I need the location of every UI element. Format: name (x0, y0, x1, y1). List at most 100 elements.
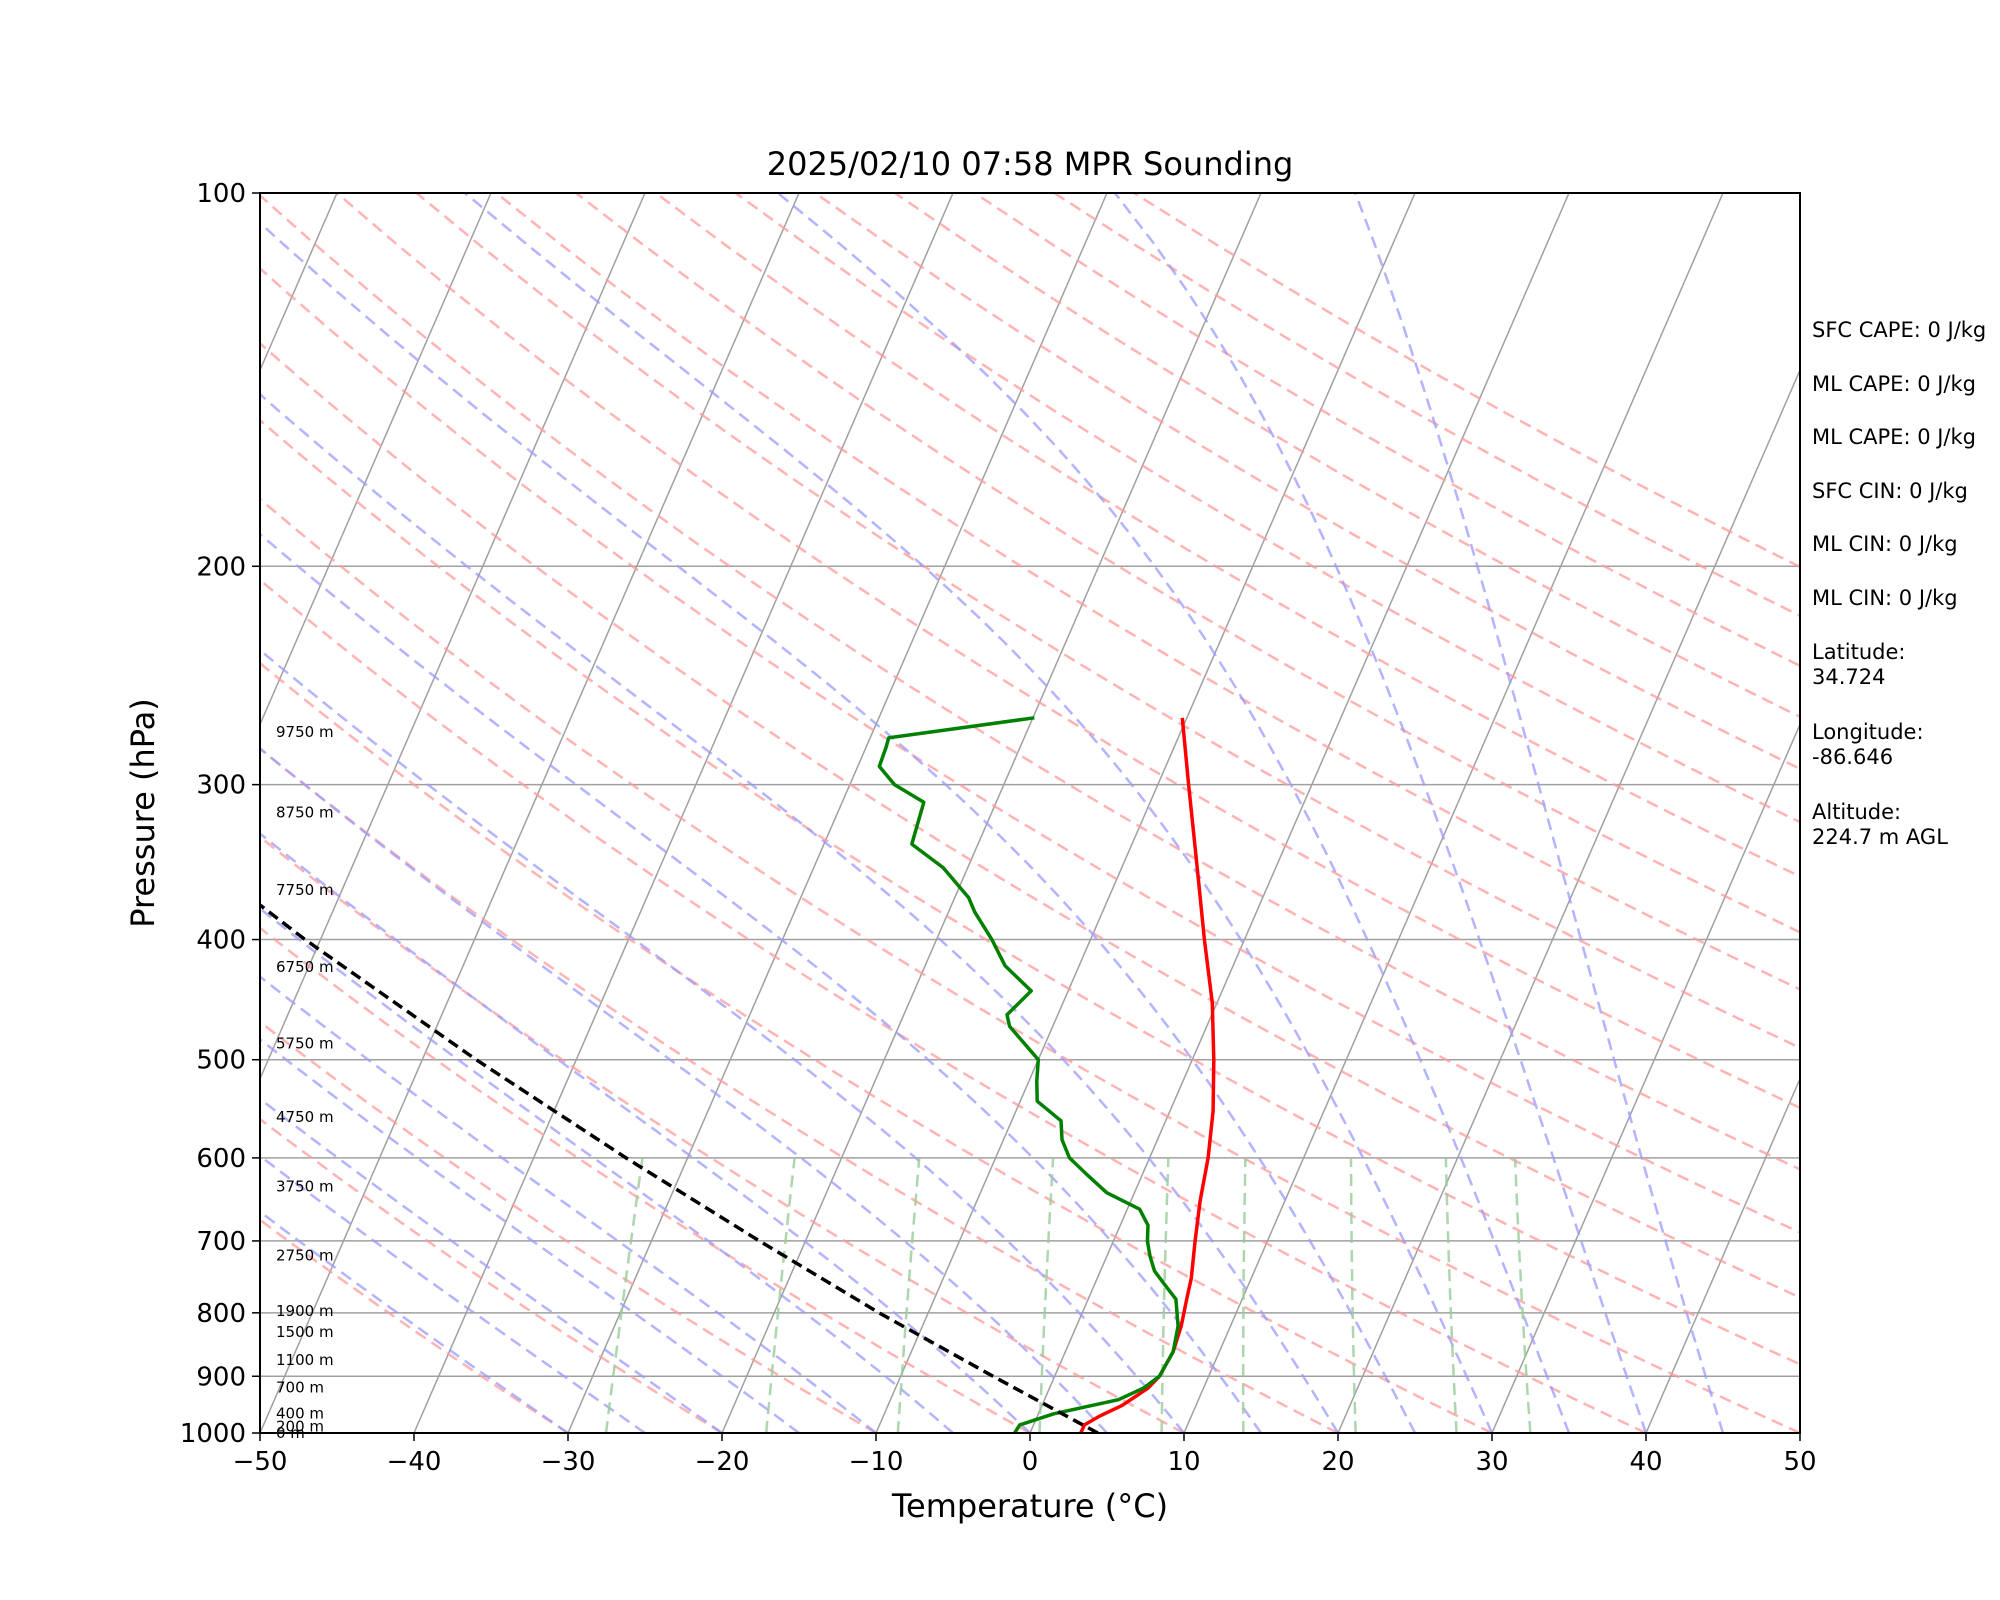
y-tick-label: 100 (196, 179, 246, 209)
height-label: 8750 m (276, 804, 334, 822)
dry-adiabat-line (260, 418, 1800, 1366)
y-tick-label: 200 (196, 552, 246, 582)
altitude-text: Altitude: 224.7 m AGL (1812, 799, 1948, 849)
x-tick-label: 40 (1629, 1447, 1662, 1477)
mixing-ratio-line (896, 1157, 921, 1433)
x-axis: −50 −40 −30 −20 −10 0 10 20 30 40 50 (233, 1433, 1817, 1477)
moist-adiabat-line (464, 193, 1494, 1433)
dry-adiabat-line (495, 193, 1800, 991)
ml-cin-text-2: ML CIN: 0 J/kg (1812, 585, 1958, 610)
sfc-cape-text: SFC CAPE: 0 J/kg (1812, 318, 1987, 342)
moist-adiabat-line (260, 975, 877, 1433)
dry-adiabat-line (260, 341, 1800, 1299)
x-tick-label: −50 (233, 1447, 288, 1477)
dry-adiabat-line (415, 193, 1800, 1050)
mixing-ratio-line (1513, 1157, 1532, 1433)
x-tick-label: 30 (1475, 1447, 1508, 1477)
x-tick-label: 10 (1167, 1447, 1200, 1477)
height-label: 9750 m (276, 723, 334, 741)
height-label: 2750 m (276, 1246, 334, 1264)
moist-adiabat-line (260, 746, 1108, 1433)
dry-adiabat-line (260, 1020, 877, 1433)
dry-adiabat-line (260, 266, 1800, 1234)
ml-cin-text: ML CIN: 0 J/kg (1812, 532, 1958, 557)
dry-adiabat-line (336, 193, 1800, 1110)
mixing-ratio-line (764, 1157, 796, 1433)
moist-adiabat-line (260, 1037, 800, 1433)
y-axis: 1000 900 800 700 600 500 400 300 200 100 (180, 179, 260, 1449)
height-label: 3750 m (276, 1178, 334, 1196)
moist-adiabat-line (260, 392, 1340, 1433)
height-label: 1900 m (276, 1302, 334, 1320)
dry-adiabat-line (260, 193, 1800, 1171)
mixing-ratio-line (604, 1157, 644, 1433)
dry-adiabat-line (260, 661, 1493, 1433)
moist-adiabat-line (260, 648, 1185, 1433)
moist-adiabat-line (260, 1210, 569, 1433)
moist-adiabat-line (260, 831, 1031, 1433)
height-label: 4750 m (276, 1108, 334, 1126)
longitude-text: Longitude: -86.646 (1812, 719, 1924, 769)
y-tick-label: 900 (196, 1362, 246, 1392)
dry-adiabat-line (734, 193, 1800, 824)
isotherm-line (0, 193, 29, 1433)
y-tick-label: 1000 (180, 1419, 246, 1449)
x-tick-label: 50 (1783, 1447, 1816, 1477)
mixing-ratio-line (1349, 1157, 1357, 1433)
ml-cape-text: ML CAPE: 0 J/kg (1812, 371, 1977, 396)
isotherm-line (260, 193, 492, 727)
isotherm-line (567, 193, 1108, 1433)
isotherm-line (1645, 1076, 1800, 1433)
isotherm-line (1029, 193, 1570, 1433)
height-label: 7750 m (276, 881, 334, 899)
height-label: 1100 m (276, 1351, 334, 1369)
isotherm-line (260, 193, 800, 1433)
moist-adiabat-line (260, 907, 954, 1433)
latitude-text: Latitude: 34.724 (1812, 639, 1906, 689)
height-label: 200 m (276, 1418, 324, 1436)
height-label: 6750 m (276, 958, 334, 976)
mixing-ratio-line (1444, 1157, 1458, 1433)
x-tick-label: −20 (695, 1447, 750, 1477)
y-tick-label: 800 (196, 1299, 246, 1329)
height-label: 700 m (276, 1379, 324, 1397)
isotherm-line (1183, 193, 1724, 1433)
dry-adiabat-line (260, 926, 1031, 1433)
y-tick-label: 300 (196, 771, 246, 801)
height-label: 5750 m (276, 1034, 334, 1052)
dry-adiabat-line (260, 497, 1800, 1433)
x-tick-label: −30 (541, 1447, 596, 1477)
x-axis-title: Temperature (°C) (891, 1487, 1168, 1525)
isotherm-line (413, 193, 954, 1433)
dry-adiabat-line (260, 835, 1185, 1433)
y-tick-label: 600 (196, 1144, 246, 1174)
dry-adiabat-line (655, 193, 1800, 878)
height-label: 1500 m (276, 1323, 334, 1341)
x-tick-label: 0 (1022, 1447, 1039, 1477)
x-tick-label: −10 (849, 1447, 904, 1477)
sounding-stats-panel: SFC CAPE: 0 J/kg ML CAPE: 0 J/kg ML CAPE… (1812, 318, 2000, 880)
isotherm-line (1491, 722, 1800, 1433)
sounding-profiles (260, 716, 1216, 1433)
x-tick-label: −40 (387, 1447, 442, 1477)
dry-adiabat-line (260, 1218, 569, 1433)
moist-adiabat-line (260, 221, 1417, 1433)
temperature-profile-line (1079, 717, 1216, 1433)
isotherm-line (721, 193, 1262, 1433)
dewpoint-profile-line (877, 716, 1180, 1433)
dry-adiabat-line (814, 193, 1800, 771)
mixing-ratio-line (1038, 1157, 1055, 1433)
dry-adiabat-line (575, 193, 1800, 934)
height-label: 400 m (276, 1404, 324, 1422)
moist-adiabat-line (260, 1154, 646, 1433)
y-axis-title: Pressure (hPa) (124, 698, 162, 928)
mixing-ratio-line (1241, 1157, 1247, 1433)
dry-adiabat-line (260, 578, 1647, 1433)
y-tick-label: 500 (196, 1046, 246, 1076)
plot-frame (259, 192, 1801, 1434)
moist-adiabat-line (260, 532, 1263, 1433)
moist-adiabat-line (1113, 193, 1648, 1433)
isotherm-line (875, 193, 1416, 1433)
